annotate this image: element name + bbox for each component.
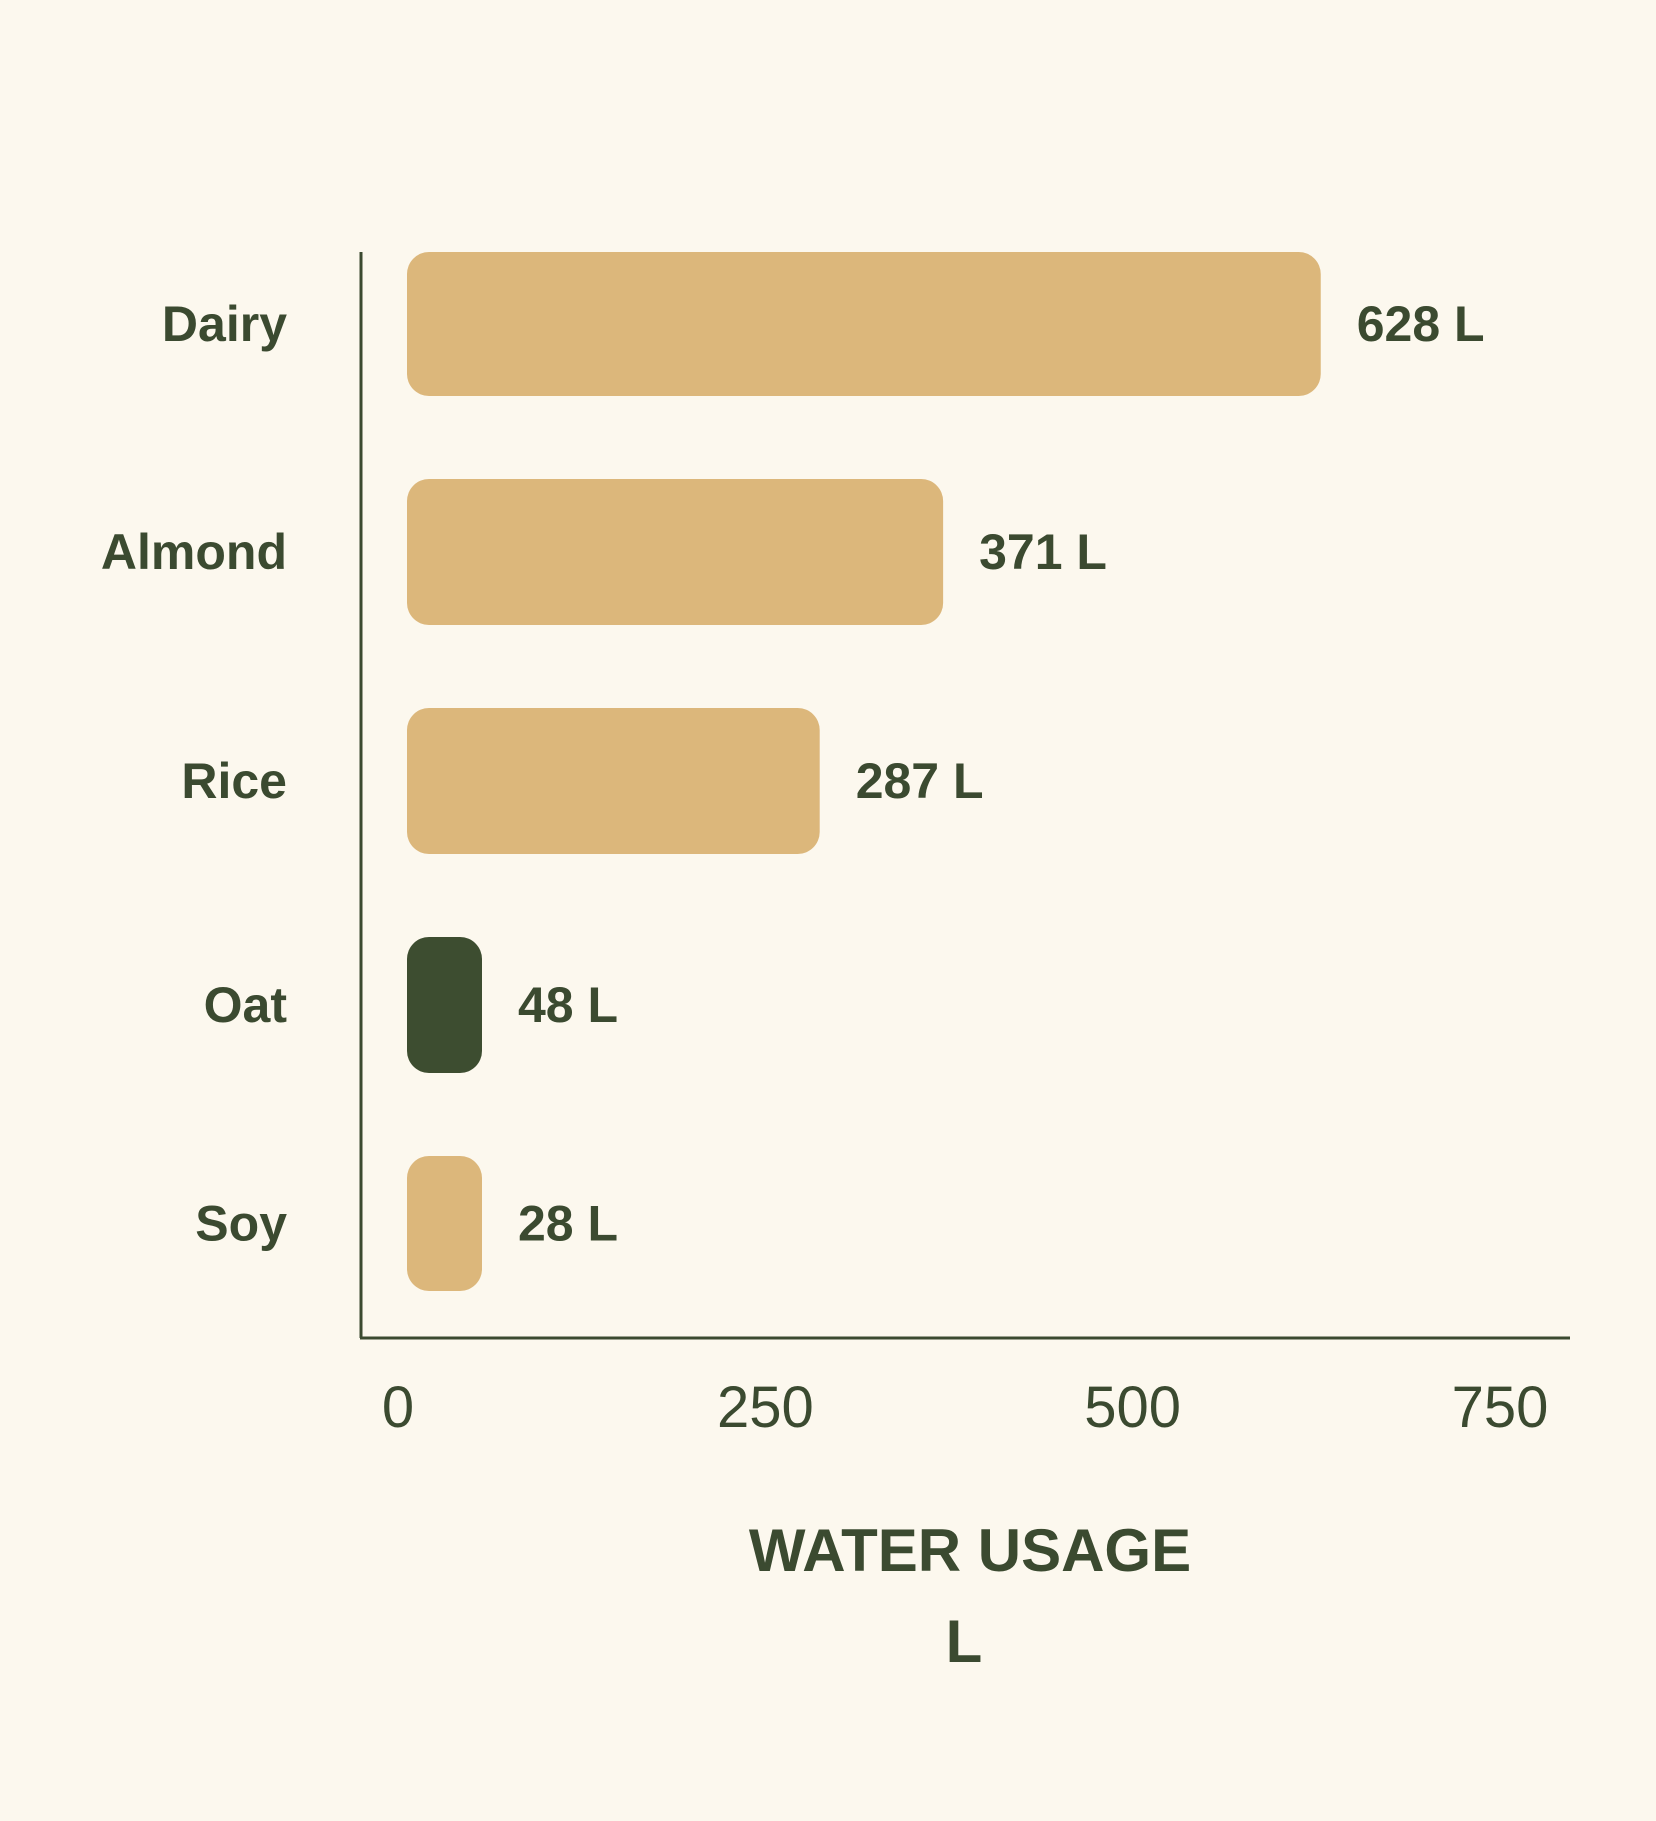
x-tick-label: 500 [1084, 1375, 1181, 1440]
x-tick-label: 0 [382, 1375, 414, 1440]
category-label: Rice [181, 753, 287, 809]
x-axis-unit: L [946, 1608, 983, 1675]
category-label: Oat [204, 977, 288, 1033]
x-axis-title: WATER USAGE [749, 1517, 1191, 1584]
bar-dairy [407, 252, 1321, 396]
data-label: 28 L [518, 1196, 618, 1252]
bar-rice [407, 708, 820, 854]
bar-soy [407, 1156, 482, 1291]
x-tick-label: 250 [717, 1375, 814, 1440]
category-label: Dairy [162, 296, 287, 352]
bar-oat [407, 937, 482, 1073]
data-label: 48 L [518, 977, 618, 1033]
data-label: 371 L [979, 524, 1107, 580]
data-label: 628 L [1357, 296, 1485, 352]
category-label: Soy [195, 1196, 287, 1252]
data-label: 287 L [856, 753, 984, 809]
category-label: Almond [101, 524, 287, 580]
x-tick-label: 750 [1452, 1375, 1549, 1440]
bar-almond [407, 479, 944, 625]
